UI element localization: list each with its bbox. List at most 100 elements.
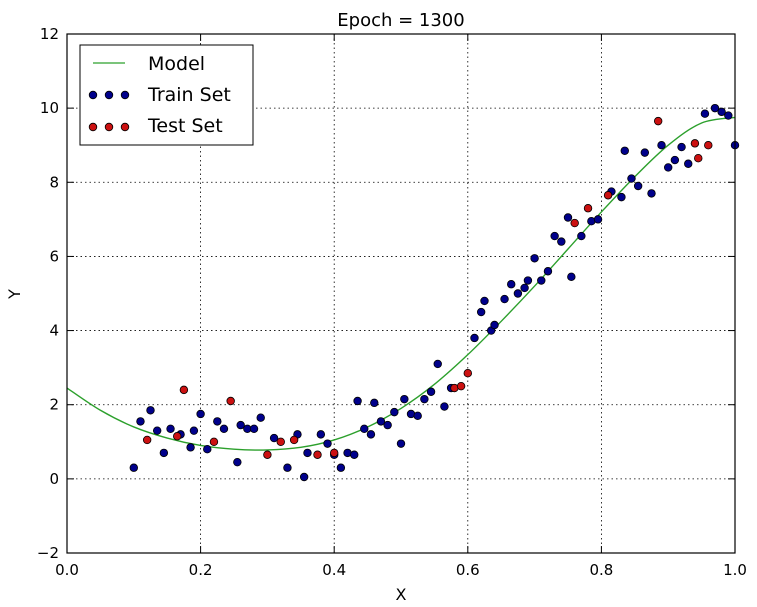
x-axis-tick-labels: 0.0 0.2 0.4 0.6 0.8 1.0 <box>55 561 747 579</box>
train-point-52 <box>513 289 523 298</box>
y-tick-label-1: 0 <box>49 470 59 488</box>
train-point-24 <box>323 439 332 448</box>
legend-test-swatch-dot-0 <box>88 122 98 132</box>
train-point-79 <box>717 107 726 117</box>
x-tick-label-0: 0.0 <box>55 561 79 579</box>
train-point-50 <box>500 294 509 304</box>
train-point-53 <box>520 283 529 293</box>
train-point-5 <box>166 424 175 434</box>
train-point-58 <box>550 231 559 241</box>
train-point-68 <box>627 174 636 183</box>
train-point-19 <box>283 463 292 472</box>
x-tick-label-2: 0.4 <box>322 561 346 579</box>
train-point-74 <box>670 155 680 165</box>
train-point-42 <box>433 359 442 369</box>
model-line <box>66 116 736 451</box>
train-point-39 <box>413 411 422 421</box>
train-point-76 <box>684 159 693 168</box>
y-tick-label-4: 6 <box>49 247 59 265</box>
train-point-11 <box>213 417 222 426</box>
y-tick-label-6: 10 <box>40 99 59 117</box>
test-point-12 <box>463 369 472 378</box>
train-point-0 <box>129 463 138 472</box>
y-axis-title: Y <box>5 289 24 300</box>
train-point-73 <box>664 163 673 172</box>
train-point-33 <box>376 417 386 426</box>
train-point-67 <box>620 146 629 155</box>
train-point-18 <box>269 433 279 443</box>
train-point-64 <box>593 215 603 224</box>
train-point-55 <box>530 254 539 263</box>
train-point-17 <box>256 413 265 422</box>
train-point-10 <box>203 445 212 454</box>
train-point-57 <box>543 267 553 276</box>
x-tick-label-5: 1.0 <box>723 561 747 579</box>
train-point-31 <box>366 430 376 439</box>
train-point-26 <box>336 463 346 472</box>
test-point-1 <box>173 432 182 441</box>
train-point-41 <box>426 387 436 396</box>
train-point-21 <box>299 472 309 482</box>
test-point-9 <box>330 448 339 458</box>
train-point-7 <box>186 443 195 452</box>
legend-test-swatch <box>88 122 130 132</box>
legend-label-model: Model <box>148 53 205 75</box>
train-point-32 <box>370 398 379 408</box>
x-tick-label-4: 0.8 <box>589 561 613 579</box>
train-point-30 <box>360 424 369 434</box>
y-tick-label-2: 2 <box>49 396 59 414</box>
train-point-60 <box>563 213 573 222</box>
y-tick-label-3: 4 <box>49 322 59 340</box>
train-point-77 <box>700 109 710 118</box>
train-point-3 <box>152 426 162 435</box>
x-tick-label-3: 0.6 <box>456 561 480 579</box>
legend-label-train: Train Set <box>147 84 231 106</box>
train-point-62 <box>577 231 586 241</box>
test-point-4 <box>226 396 235 406</box>
train-point-34 <box>383 420 392 430</box>
train-point-8 <box>189 426 199 435</box>
test-point-0 <box>142 435 152 445</box>
train-point-69 <box>633 181 643 191</box>
train-point-4 <box>159 448 169 458</box>
legend-label-test: Test Set <box>147 115 223 137</box>
plot-frame <box>66 33 736 554</box>
train-point-22 <box>303 448 312 458</box>
train-point-51 <box>507 280 516 289</box>
train-point-12 <box>219 424 229 434</box>
train-point-78 <box>710 103 720 113</box>
train-point-72 <box>657 141 666 150</box>
train-point-43 <box>440 402 449 411</box>
test-point-7 <box>289 435 299 445</box>
test-point-2 <box>179 385 189 395</box>
train-point-29 <box>353 396 362 406</box>
test-point-18 <box>694 153 703 163</box>
train-point-47 <box>480 296 489 306</box>
test-point-6 <box>276 437 285 446</box>
chart-title: Epoch = 1300 <box>337 10 464 31</box>
test-point-5 <box>263 450 272 459</box>
test-point-13 <box>570 218 579 228</box>
train-point-35 <box>390 407 399 417</box>
train-point-36 <box>396 439 406 448</box>
legend-train-swatch-dot-1 <box>104 90 114 100</box>
test-point-14 <box>583 204 593 213</box>
legend-train-swatch-dot-2 <box>120 90 130 100</box>
train-point-40 <box>420 394 429 404</box>
train-point-13 <box>233 457 242 467</box>
train-point-28 <box>350 450 359 459</box>
legend: Model Train Set Test Set <box>79 44 254 146</box>
train-point-70 <box>640 148 650 157</box>
train-point-9 <box>196 409 205 419</box>
model-series <box>66 116 736 451</box>
test-point-17 <box>690 139 700 148</box>
test-point-15 <box>603 191 613 200</box>
test-set-series <box>142 116 713 459</box>
train-set-series <box>129 103 740 482</box>
train-point-46 <box>476 307 486 317</box>
y-tick-label-0: −2 <box>37 544 59 562</box>
x-tick-label-1: 0.2 <box>189 561 213 579</box>
legend-train-swatch <box>88 90 130 100</box>
train-point-16 <box>249 424 259 434</box>
train-point-54 <box>523 276 533 285</box>
